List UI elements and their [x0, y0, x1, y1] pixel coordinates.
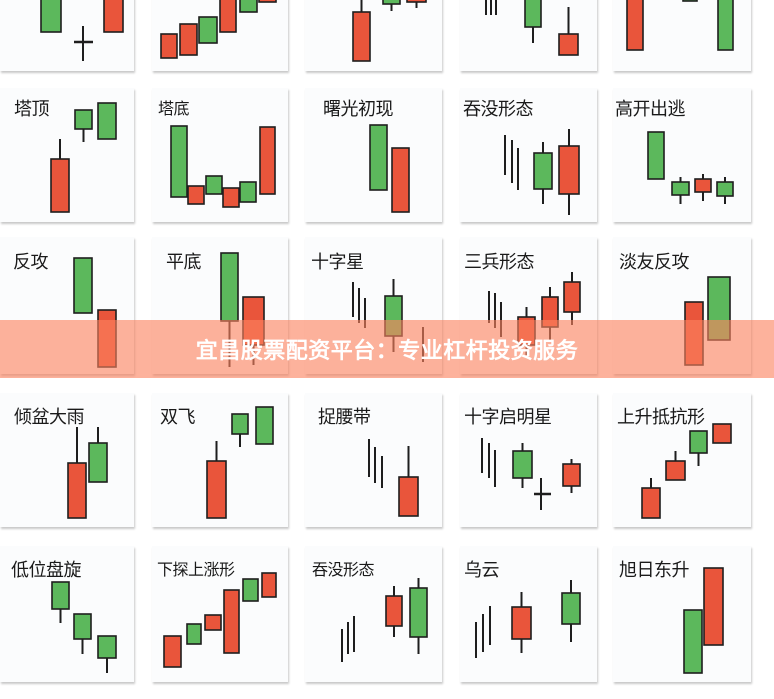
bullish-candle [220, 252, 239, 322]
pattern-tile [613, 393, 751, 527]
bearish-candle [222, 187, 240, 208]
bullish-candle [533, 152, 553, 190]
bearish-candle [204, 614, 222, 631]
bearish-candle [385, 595, 403, 627]
bullish-candle [239, 0, 258, 13]
bullish-candle [239, 181, 257, 203]
bearish-candle [163, 635, 182, 668]
bearish-candle [223, 589, 240, 654]
bullish-candle [205, 175, 223, 195]
bullish-candle [683, 609, 703, 674]
bullish-candle [74, 109, 93, 130]
pattern-label: 乌云 [464, 560, 500, 581]
bearish-candle [179, 23, 198, 56]
bullish-candle [51, 581, 70, 610]
pattern-label: 低位盘旋 [11, 560, 82, 581]
bearish-candle [259, 126, 276, 195]
pattern-label: 平底 [166, 252, 202, 273]
bullish-candle [186, 623, 202, 645]
bullish-candle [255, 406, 274, 445]
bearish-candle [67, 462, 87, 519]
bearish-candle [626, 0, 644, 51]
bullish-candle [409, 587, 428, 638]
bearish-candle [558, 33, 579, 56]
pattern-label: 十字启明星 [464, 407, 552, 428]
bearish-candle [665, 460, 686, 481]
bullish-candle [170, 125, 188, 198]
bullish-candle [198, 16, 218, 44]
bullish-candle [40, 0, 62, 33]
pattern-tile [613, 88, 751, 222]
bullish-candle [671, 181, 690, 196]
bullish-candle [242, 578, 259, 602]
bearish-candle [50, 158, 70, 213]
bullish-candle [97, 102, 117, 140]
pattern-label: 高开出逃 [615, 99, 686, 120]
bearish-candle [219, 0, 237, 33]
bullish-candle [369, 124, 388, 191]
bullish-candle [382, 0, 401, 5]
pattern-label: 吞没形态 [312, 560, 375, 579]
bearish-candle [511, 606, 532, 640]
pattern-label: 塔顶 [14, 99, 50, 120]
bullish-candle [717, 0, 734, 51]
bearish-candle [694, 178, 712, 193]
pattern-tile [613, 546, 751, 682]
pattern-label: 旭日东升 [619, 560, 690, 581]
pattern-label: 反攻 [13, 252, 49, 273]
bullish-candle [73, 257, 93, 314]
bearish-candle [562, 463, 581, 487]
bearish-candle [406, 0, 427, 3]
pattern-tile [305, 0, 442, 71]
pattern-tile [305, 393, 442, 527]
bullish-candle [97, 635, 117, 659]
pattern-tile [0, 393, 134, 527]
pattern-label: 上升抵抗形 [617, 407, 705, 428]
bearish-candle [563, 281, 581, 313]
bullish-candle [73, 613, 92, 640]
bullish-candle [689, 430, 708, 454]
bearish-candle [703, 567, 724, 646]
bearish-candle [352, 11, 371, 62]
bearish-candle [160, 33, 178, 59]
bearish-candle [103, 0, 124, 33]
bearish-candle [261, 572, 277, 598]
bullish-candle [561, 592, 581, 625]
pattern-label: 下探上涨形 [157, 560, 235, 579]
pattern-label: 倾盆大雨 [14, 407, 85, 428]
bullish-candle [716, 181, 734, 197]
bullish-candle [231, 413, 249, 435]
bearish-candle [258, 0, 277, 3]
pattern-label: 塔底 [158, 99, 190, 118]
bullish-candle [524, 0, 542, 28]
bearish-candle [206, 460, 227, 519]
pattern-label: 吞没形态 [463, 99, 534, 120]
bullish-candle [647, 131, 665, 180]
pattern-label: 捉腰带 [318, 407, 371, 428]
bullish-candle [512, 450, 533, 479]
pattern-label: 十字星 [311, 252, 364, 273]
watermark-banner: 宜昌股票配资平台：专业杠杆投资服务 [0, 320, 774, 378]
pattern-label: 双飞 [160, 407, 196, 428]
pattern-label: 曙光初现 [323, 99, 394, 120]
bearish-candle [391, 147, 410, 213]
bullish-candle [88, 442, 108, 483]
pattern-label: 淡友反攻 [619, 252, 690, 273]
bullish-candle [682, 0, 698, 2]
bearish-candle [641, 487, 661, 519]
bearish-candle [187, 185, 205, 205]
pattern-tile [0, 546, 134, 682]
bearish-candle [712, 423, 732, 444]
bearish-candle [398, 476, 419, 517]
bearish-candle [558, 145, 580, 195]
banner-text: 宜昌股票配资平台：专业杠杆投资服务 [195, 339, 579, 364]
pattern-label: 三兵形态 [464, 252, 535, 273]
